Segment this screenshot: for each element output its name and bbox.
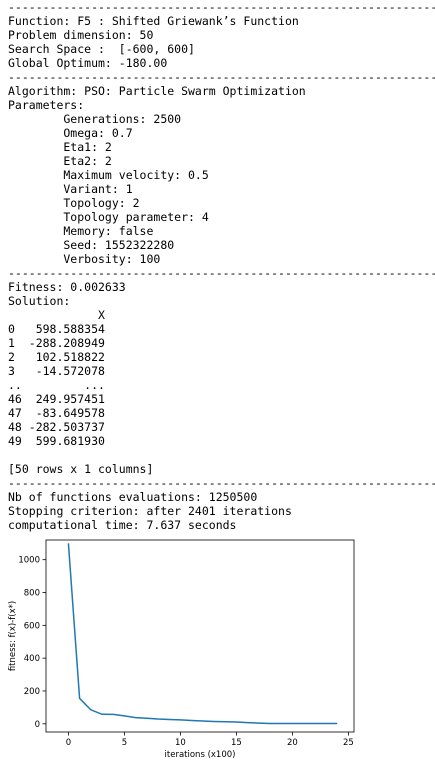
x-tick-label: 5	[122, 738, 127, 748]
x-tick-label: 0	[66, 738, 71, 748]
output-line	[8, 448, 435, 462]
output-line: Seed: 1552322280	[8, 238, 175, 252]
output-line: Algorithm: PSO: Particle Swarm Optimizat…	[8, 84, 306, 98]
x-tick-label: 20	[287, 738, 298, 748]
output-line: Eta2: 2	[8, 154, 112, 168]
output-line: Topology parameter: 4	[8, 210, 209, 224]
plot-frame	[45, 539, 355, 733]
output-line: X	[8, 308, 105, 322]
output-line: Memory: false	[8, 224, 154, 238]
y-tick-label: 0	[35, 720, 40, 730]
output-line: Eta1: 2	[8, 140, 112, 154]
output-line: 2 102.518822	[8, 350, 105, 364]
output-line: [50 rows x 1 columns]	[8, 462, 154, 476]
output-line: Stopping criterion: after 2401 iteration…	[8, 504, 292, 518]
output-line: .. ...	[8, 378, 105, 392]
output-line: Omega: 0.7	[8, 126, 133, 140]
output-line: 46 249.957451	[8, 392, 105, 406]
output-line: Parameters:	[8, 98, 85, 112]
y-tick-label: 600	[24, 621, 40, 631]
y-tick-label: 1000	[18, 556, 40, 566]
x-axis-label: iterations (x100)	[165, 750, 236, 760]
y-tick-label: 400	[24, 654, 40, 664]
output-line: 48 -282.503737	[8, 420, 105, 434]
output-line: Verbosity: 100	[8, 252, 161, 266]
output-line: Fitness: 0.002633	[8, 280, 126, 294]
output-line: Generations: 2500	[8, 112, 182, 126]
output-line: Variant: 1	[8, 182, 133, 196]
output-line: 47 -83.649578	[8, 406, 105, 420]
output-line: 49 599.681930	[8, 434, 105, 448]
separator-line: ----------------------------------------…	[8, 0, 435, 14]
output-line: Function: F5 : Shifted Griewank’s Functi…	[8, 14, 299, 28]
output-line: Topology: 2	[8, 196, 140, 210]
separator-line: ----------------------------------------…	[8, 70, 435, 84]
output-line: Global Optimum: -180.00	[8, 56, 168, 70]
separator-line: ----------------------------------------…	[8, 266, 435, 280]
output-line: 3 -14.572078	[8, 364, 105, 378]
separator-line: ----------------------------------------…	[8, 476, 435, 490]
fitness-series-line	[67, 543, 338, 725]
output-line: computational time: 7.637 seconds	[8, 518, 237, 532]
console-output: ----------------------------------------…	[8, 0, 435, 532]
x-tick-label: 15	[231, 738, 242, 748]
output-line: 1 -288.208949	[8, 336, 105, 350]
y-axis-label: fitness: f(x)-f(x*)	[8, 601, 18, 671]
y-tick-label: 800	[24, 589, 40, 599]
x-tick-label: 25	[343, 738, 354, 748]
output-line: Maximum velocity: 0.5	[8, 168, 209, 182]
output-line: Nb of functions evaluations: 1250500	[8, 490, 258, 504]
fitness-chart: 0 5 10 15 20 25 0 200 400 600 800 1000 iterations (x…	[8, 539, 355, 760]
y-tick-label: 200	[24, 687, 40, 697]
output-line: 0 598.588354	[8, 322, 105, 336]
output-line: Problem dimension: 50	[8, 28, 154, 42]
x-tick-label: 10	[175, 738, 186, 748]
output-line: Solution:	[8, 294, 71, 308]
output-line: Search Space : [-600, 600]	[8, 42, 195, 56]
